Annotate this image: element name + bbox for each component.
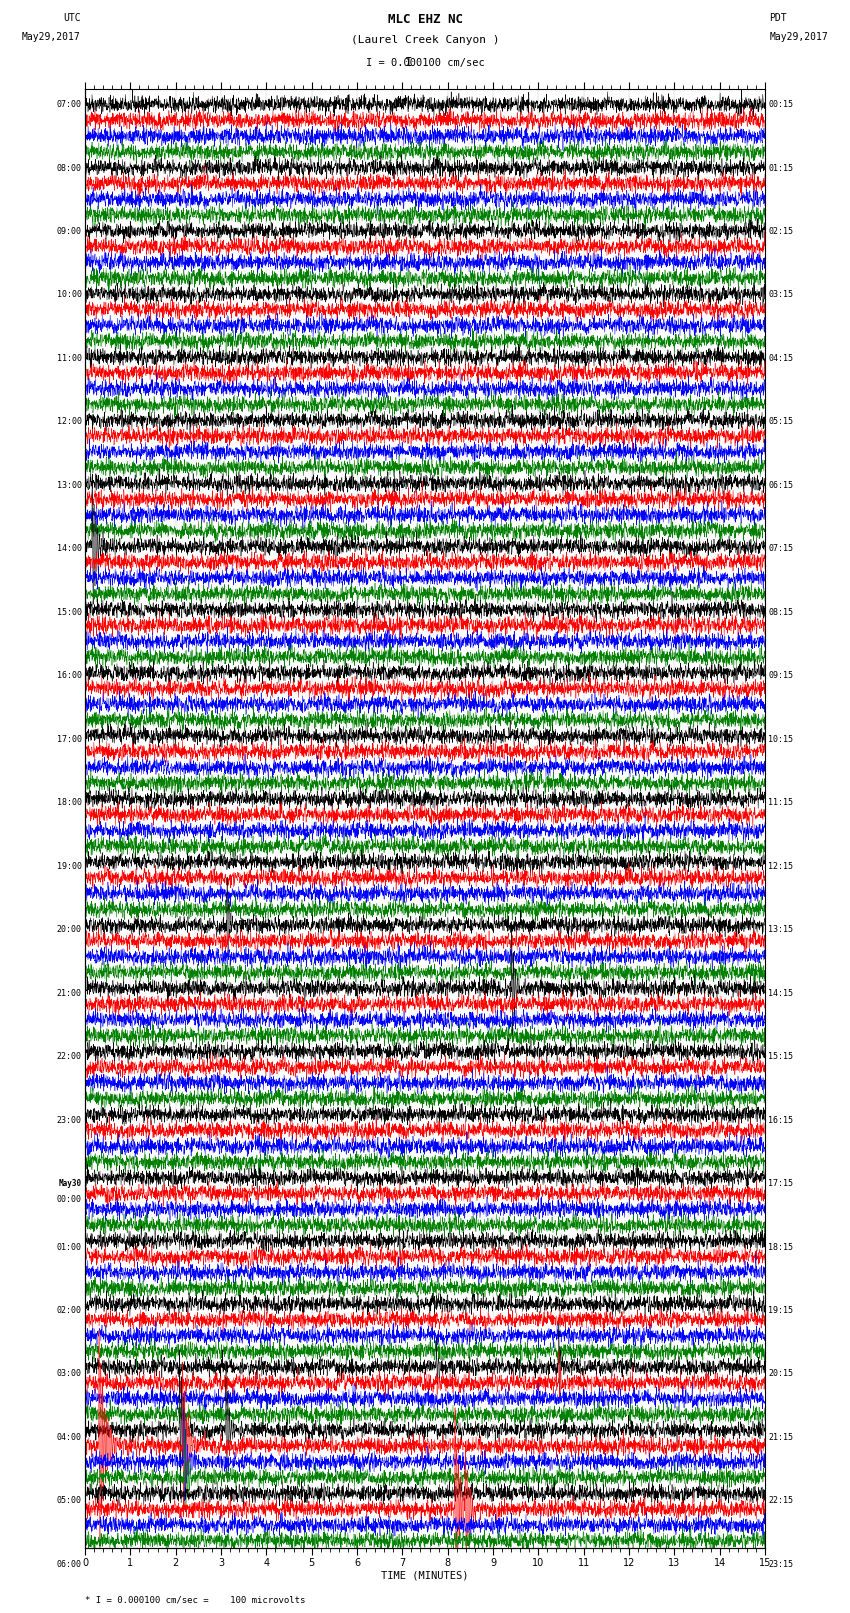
Text: 16:00: 16:00 — [57, 671, 82, 681]
Text: 23:15: 23:15 — [768, 1560, 793, 1569]
Text: 21:15: 21:15 — [768, 1432, 793, 1442]
Text: 23:00: 23:00 — [57, 1116, 82, 1124]
Text: 03:15: 03:15 — [768, 290, 793, 300]
Text: 08:15: 08:15 — [768, 608, 793, 616]
Text: 01:15: 01:15 — [768, 163, 793, 173]
Text: May30: May30 — [59, 1179, 82, 1189]
Text: 14:15: 14:15 — [768, 989, 793, 997]
Text: May29,2017: May29,2017 — [769, 32, 828, 42]
Text: 02:15: 02:15 — [768, 227, 793, 235]
Text: 11:00: 11:00 — [57, 353, 82, 363]
Text: 13:15: 13:15 — [768, 926, 793, 934]
Text: I = 0.000100 cm/sec: I = 0.000100 cm/sec — [366, 58, 484, 68]
Text: 14:00: 14:00 — [57, 544, 82, 553]
Text: 17:15: 17:15 — [768, 1179, 793, 1189]
Text: MLC EHZ NC: MLC EHZ NC — [388, 13, 462, 26]
Text: (Laurel Creek Canyon ): (Laurel Creek Canyon ) — [351, 35, 499, 45]
Text: 20:15: 20:15 — [768, 1369, 793, 1379]
Text: UTC: UTC — [63, 13, 81, 23]
Text: May29,2017: May29,2017 — [22, 32, 81, 42]
Text: 03:00: 03:00 — [57, 1369, 82, 1379]
Text: 11:15: 11:15 — [768, 798, 793, 806]
Text: 15:15: 15:15 — [768, 1052, 793, 1061]
Text: 07:15: 07:15 — [768, 544, 793, 553]
Text: 05:15: 05:15 — [768, 418, 793, 426]
Text: I: I — [405, 56, 411, 69]
Text: 07:00: 07:00 — [57, 100, 82, 110]
Text: 22:00: 22:00 — [57, 1052, 82, 1061]
Text: 20:00: 20:00 — [57, 926, 82, 934]
X-axis label: TIME (MINUTES): TIME (MINUTES) — [382, 1571, 468, 1581]
Text: 10:00: 10:00 — [57, 290, 82, 300]
Text: 06:00: 06:00 — [57, 1560, 82, 1569]
Text: 10:15: 10:15 — [768, 736, 793, 744]
Text: 12:00: 12:00 — [57, 418, 82, 426]
Text: 02:00: 02:00 — [57, 1307, 82, 1315]
Text: 13:00: 13:00 — [57, 481, 82, 490]
Text: 08:00: 08:00 — [57, 163, 82, 173]
Text: 19:00: 19:00 — [57, 861, 82, 871]
Text: 00:15: 00:15 — [768, 100, 793, 110]
Text: 09:00: 09:00 — [57, 227, 82, 235]
Text: 12:15: 12:15 — [768, 861, 793, 871]
Text: 00:00: 00:00 — [57, 1195, 82, 1203]
Text: 19:15: 19:15 — [768, 1307, 793, 1315]
Text: 17:00: 17:00 — [57, 736, 82, 744]
Text: 21:00: 21:00 — [57, 989, 82, 997]
Text: * I = 0.000100 cm/sec =    100 microvolts: * I = 0.000100 cm/sec = 100 microvolts — [85, 1595, 305, 1605]
Text: 18:00: 18:00 — [57, 798, 82, 806]
Text: 04:15: 04:15 — [768, 353, 793, 363]
Text: 18:15: 18:15 — [768, 1242, 793, 1252]
Text: PDT: PDT — [769, 13, 787, 23]
Text: 15:00: 15:00 — [57, 608, 82, 616]
Text: 04:00: 04:00 — [57, 1432, 82, 1442]
Text: 01:00: 01:00 — [57, 1242, 82, 1252]
Text: 16:15: 16:15 — [768, 1116, 793, 1124]
Text: 22:15: 22:15 — [768, 1497, 793, 1505]
Text: 09:15: 09:15 — [768, 671, 793, 681]
Text: 06:15: 06:15 — [768, 481, 793, 490]
Text: 05:00: 05:00 — [57, 1497, 82, 1505]
